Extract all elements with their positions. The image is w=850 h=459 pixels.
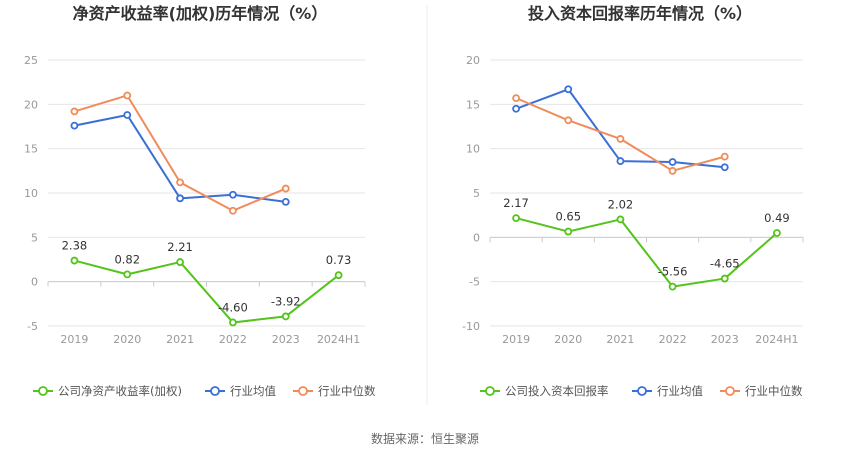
data-point-median[interactable] [70, 107, 79, 116]
x-tick-label: 2020 [113, 333, 141, 346]
legend-swatch-marker [725, 386, 735, 396]
legend-item-avg[interactable]: 行业均值 [632, 384, 703, 398]
x-tick-label: 2021 [606, 333, 634, 346]
y-tick-label: 15 [466, 98, 480, 111]
data-point-company[interactable] [123, 270, 132, 279]
x-tick-label: 2020 [554, 333, 582, 346]
roic-chart-panel: 投入资本回报率历年情况（%） -10 -5 0 5 10 15 20 2019 2020 2021 2… [462, 4, 804, 398]
data-point-median[interactable] [176, 178, 184, 187]
legend-item-median[interactable]: 行业中位数 [720, 384, 803, 398]
y-tick-label: -5 [469, 276, 480, 289]
chart-title: 投入资本回报率历年情况（%） [528, 4, 752, 23]
x-tick-label: 2022 [219, 333, 247, 346]
data-point-company[interactable] [334, 271, 343, 280]
data-label: 2.02 [608, 197, 634, 211]
data-label: -4.65 [710, 257, 740, 271]
data-point-median[interactable] [616, 135, 625, 143]
data-point-median[interactable] [123, 91, 132, 100]
data-point-company[interactable] [564, 227, 573, 236]
x-tick-label: 2023 [711, 333, 739, 346]
data-point-company[interactable] [720, 274, 729, 283]
data-point-company[interactable] [668, 282, 677, 291]
legend-swatch-marker [38, 386, 48, 396]
legend-item-avg[interactable]: 行业均值 [205, 384, 276, 398]
y-tick-label: 10 [466, 143, 480, 156]
series-line-avg [74, 113, 286, 203]
legend-label: 公司净资产收益率(加权) [58, 384, 182, 398]
y-tick-label: 20 [24, 98, 38, 111]
data-label: 0.82 [114, 252, 140, 266]
legend-item-median[interactable]: 行业中位数 [293, 384, 376, 398]
data-point-avg[interactable] [229, 190, 237, 199]
data-point-company[interactable] [70, 256, 79, 265]
data-label: -5.56 [658, 265, 688, 279]
data-label: 0.73 [326, 253, 352, 267]
data-point-company[interactable] [281, 312, 290, 321]
data-point-median[interactable] [512, 94, 520, 103]
legend-swatch-marker [485, 386, 495, 396]
data-label: 0.49 [764, 211, 790, 225]
data-label: 2.21 [167, 240, 193, 254]
data-point-company[interactable] [512, 214, 520, 222]
data-label: 2.38 [62, 239, 88, 253]
data-point-avg[interactable] [176, 194, 184, 203]
legend-item-company[interactable]: 公司投入资本回报率 [480, 384, 609, 398]
legend-swatch-marker [298, 386, 308, 396]
data-point-median[interactable] [564, 116, 573, 125]
data-point-company[interactable] [229, 318, 237, 327]
y-tick-label: 5 [473, 187, 480, 200]
legend-label: 行业均值 [230, 384, 276, 398]
data-point-company[interactable] [616, 215, 625, 224]
x-tick-label: 2019 [502, 333, 530, 346]
data-label: 0.65 [555, 210, 581, 224]
data-point-avg[interactable] [512, 104, 520, 113]
roe-chart-panel: 净资产收益率(加权)历年情况（%） -5 0 5 10 15 20 25 2019 2020 202… [24, 4, 376, 398]
data-point-median[interactable] [720, 152, 729, 161]
y-tick-label: 20 [466, 54, 480, 67]
y-tick-label: 15 [24, 143, 38, 156]
data-point-avg[interactable] [720, 163, 729, 172]
x-tick-label: 2022 [659, 333, 687, 346]
series-line-company [515, 217, 778, 288]
chart-title: 净资产收益率(加权)历年情况（%） [73, 4, 328, 23]
x-tick-label: 2021 [166, 333, 194, 346]
legend-label: 行业中位数 [318, 384, 376, 398]
data-point-median[interactable] [229, 206, 237, 215]
y-tick-label: 0 [31, 276, 38, 289]
data-label: -3.92 [271, 294, 301, 308]
x-tick-label: 2023 [272, 333, 300, 346]
data-point-avg[interactable] [70, 121, 79, 130]
data-point-median[interactable] [281, 184, 290, 193]
legend-swatch-marker [210, 386, 220, 396]
x-tick-label: 2024H1 [755, 333, 798, 346]
legend-label: 公司投入资本回报率 [505, 384, 609, 398]
y-tick-label: -10 [462, 320, 480, 333]
y-tick-label: 10 [24, 187, 38, 200]
x-tick-label: 2024H1 [317, 333, 360, 346]
data-point-company[interactable] [773, 229, 781, 237]
legend-item-company[interactable]: 公司净资产收益率(加权) [33, 384, 182, 398]
data-point-company[interactable] [176, 258, 184, 266]
data-source-note: 数据来源：恒生聚源 [371, 431, 479, 446]
data-label: 2.17 [503, 196, 529, 210]
series-line-company [74, 259, 340, 324]
data-point-avg[interactable] [564, 85, 573, 94]
series-line-avg [515, 88, 725, 169]
y-tick-label: 25 [24, 54, 38, 67]
data-point-avg[interactable] [616, 157, 625, 165]
y-tick-label: 0 [473, 231, 480, 244]
data-label: -4.60 [218, 300, 248, 314]
data-point-avg[interactable] [123, 111, 132, 119]
data-point-avg[interactable] [668, 158, 677, 166]
legend-label: 行业均值 [657, 384, 703, 398]
x-tick-label: 2019 [60, 333, 88, 346]
y-tick-label: -5 [27, 320, 38, 333]
legend-swatch-marker [637, 386, 647, 396]
y-tick-label: 5 [31, 231, 38, 244]
legend-label: 行业中位数 [745, 384, 803, 398]
data-point-median[interactable] [668, 166, 677, 175]
data-point-avg[interactable] [281, 197, 290, 206]
